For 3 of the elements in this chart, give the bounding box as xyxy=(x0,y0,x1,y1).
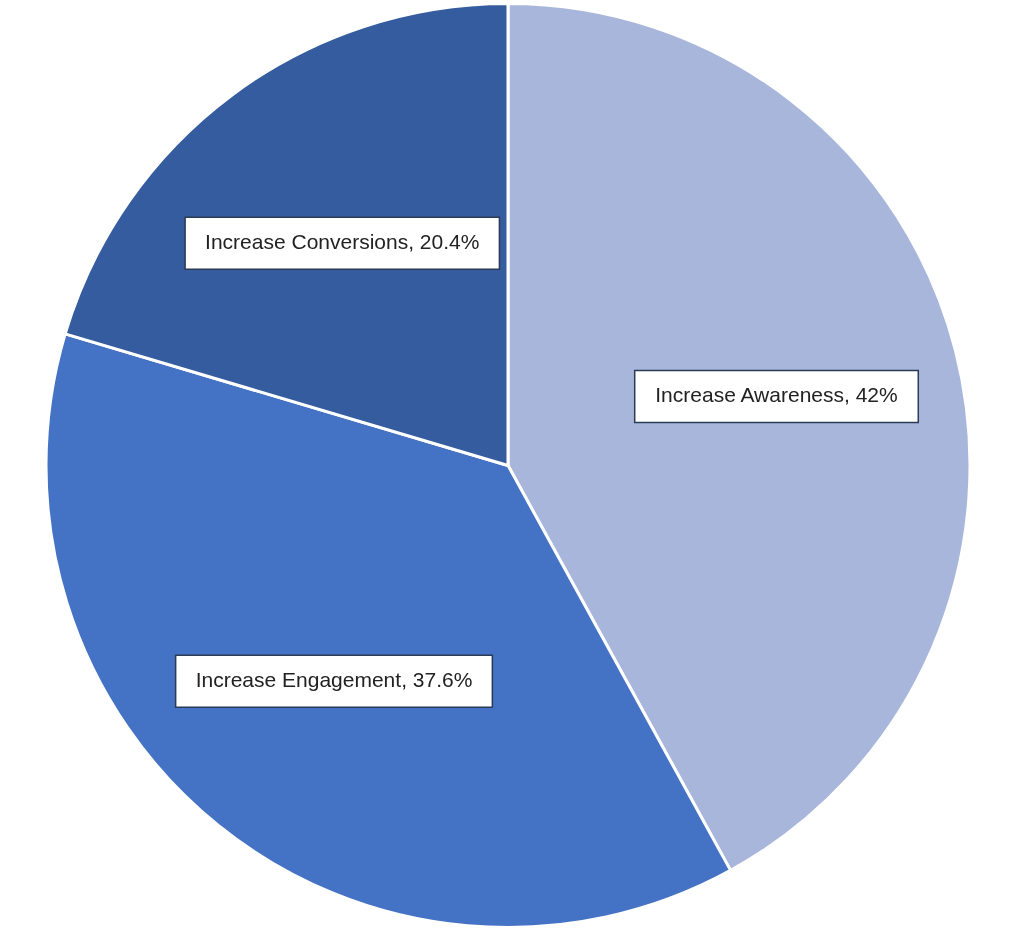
slice-label: Increase Conversions, 20.4% xyxy=(205,230,480,254)
slice-label: Increase Awareness, 42% xyxy=(655,383,898,407)
slice-label: Increase Engagement, 37.6% xyxy=(195,668,473,692)
